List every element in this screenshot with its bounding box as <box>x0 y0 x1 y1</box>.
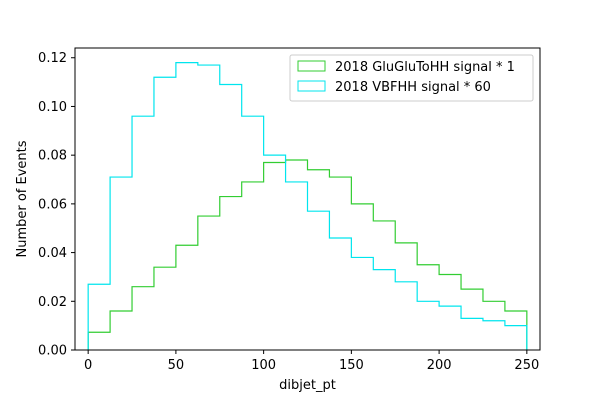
y-tick-label: 0.04 <box>38 246 67 261</box>
x-tick-label: 250 <box>514 358 539 373</box>
ticks-layer: 0 50 100 150 200 250 0.00 0.02 0.04 0.06 0.08 0.10 0… <box>38 51 539 373</box>
legend: 2018 GluGluToHH signal * 1 2018 VBFHH si… <box>289 54 534 102</box>
x-tick-label: 100 <box>251 358 276 373</box>
x-axis-label: dibjet_pt <box>279 378 336 393</box>
y-axis-label: Number of Events <box>15 140 30 257</box>
x-tick-label: 50 <box>168 358 185 373</box>
series-0-step-line <box>87 159 528 350</box>
x-tick-label: 200 <box>427 358 452 373</box>
legend-swatch-vbf <box>297 80 326 92</box>
y-tick-label: 0.08 <box>38 149 67 164</box>
y-tick-label: 0.12 <box>38 51 67 66</box>
x-tick-label: 150 <box>339 358 364 373</box>
plot-frame <box>74 47 541 351</box>
legend-label-gluglu: 2018 GluGluToHH signal * 1 <box>335 60 515 75</box>
series-layer <box>87 62 528 350</box>
y-tick-label: 0.06 <box>38 197 67 212</box>
x-tick-label: 0 <box>84 358 92 373</box>
legend-swatch-gluglu <box>297 60 326 72</box>
y-tick-label: 0.10 <box>38 100 67 115</box>
series-1-step-line <box>87 62 528 350</box>
y-tick-label: 0.00 <box>38 344 67 359</box>
legend-box <box>289 54 534 102</box>
legend-label-vbf: 2018 VBFHH signal * 60 <box>335 80 491 95</box>
y-tick-label: 0.02 <box>38 295 67 310</box>
